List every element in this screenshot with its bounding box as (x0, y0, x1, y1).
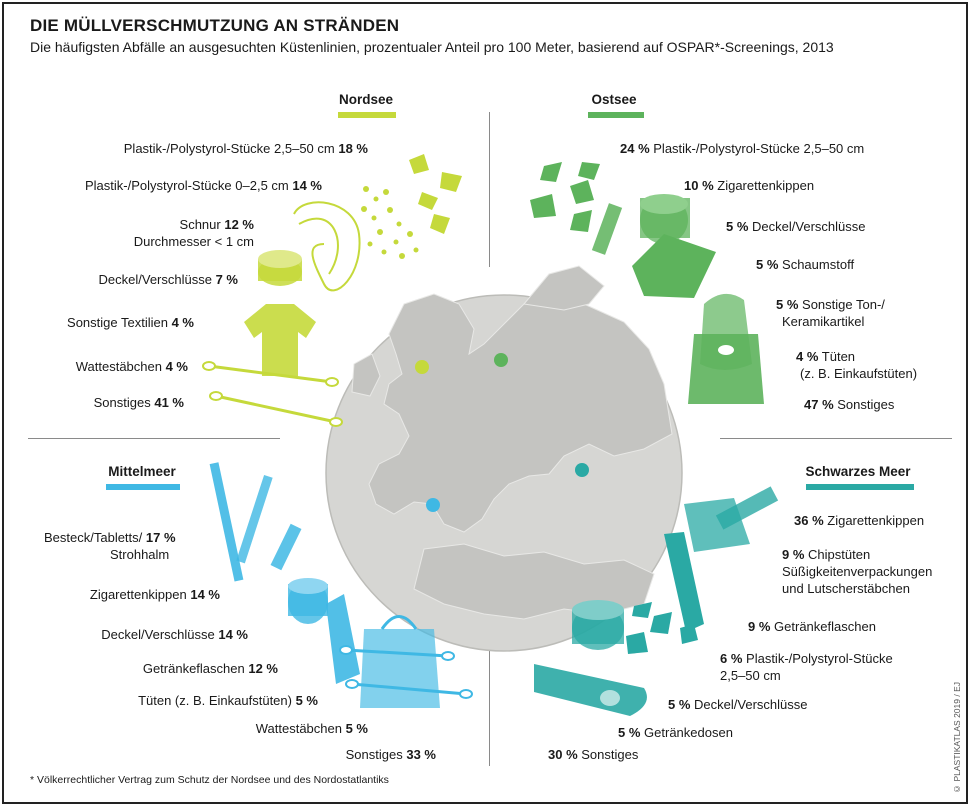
divider-top-vertical (489, 112, 490, 267)
mittelmeer-illustrations (209, 462, 473, 708)
credit-line: © PLASTIKATLAS 2019 / EJ (952, 682, 962, 794)
ostsee-item: 5 % Schaumstoff (756, 257, 855, 272)
schwarzes-meer-item: 5 % Deckel/Verschlüsse (668, 697, 808, 712)
ostsee-marker (494, 353, 508, 367)
nordsee-item: Sonstiges 41 % (93, 395, 184, 410)
ostsee-illustrations (530, 162, 764, 404)
nordsee-item: Schnur 12 % Durchmesser < 1 cm (133, 217, 254, 249)
mittelmeer-item: Besteck/Tabletts/ 17 % Strohhalm (44, 530, 176, 562)
nordsee-item: Plastik-/Polystyrol-Stücke 2,5–50 cm 18 … (123, 141, 368, 156)
footnote: * Völkerrechtlicher Vertrag zum Schutz d… (30, 774, 389, 786)
illustration-layer (202, 154, 779, 716)
mittelmeer-item: Getränkeflaschen 12 % (142, 661, 278, 676)
divider-left-horizontal (28, 438, 280, 439)
region-title-schwarzes-meer: Schwarzes Meer (805, 464, 911, 479)
divider-right-horizontal (720, 438, 952, 439)
ostsee-item: 10 % Zigarettenkippen (684, 178, 815, 193)
nordsee-item: Deckel/Verschlüsse 7 % (98, 272, 238, 287)
region-title-mittelmeer: Mittelmeer (108, 464, 176, 479)
region-title-nordsee: Nordsee (338, 92, 394, 107)
region-bar-schwarzes-meer (806, 484, 914, 490)
schwarzes-meer-item: 9 % Chipstüten Süßigkeitenverpackungen u… (782, 547, 933, 596)
schwarzes-meer-item: 36 % Zigarettenkippen (794, 513, 925, 528)
schwarzes-meer-item: 9 % Getränkeflaschen (748, 619, 876, 634)
mittelmeer-item: Sonstiges 33 % (345, 747, 436, 762)
region-title-ostsee: Ostsee (591, 92, 637, 107)
mittelmeer-item: Wattestäbchen 5 % (255, 721, 368, 736)
schwarzes-meer-marker (575, 463, 589, 477)
schwarzes-meer-illustrations (534, 486, 779, 716)
ostsee-item: 47 % Sonstiges (804, 397, 895, 412)
ostsee-item: 5 % Sonstige Ton-/ Keramikartikel (776, 297, 885, 329)
nordsee-marker (415, 360, 429, 374)
divider-bottom-vertical (489, 636, 490, 766)
nordsee-item: Plastik-/Polystyrol-Stücke 0–2,5 cm 14 % (85, 178, 322, 193)
region-bar-ostsee (588, 112, 644, 118)
nordsee-item: Wattestäbchen 4 % (75, 359, 188, 374)
nordsee-illustrations (202, 154, 462, 427)
region-bar-mittelmeer (106, 484, 180, 490)
ostsee-item: 4 % Tüten (z. B. Einkaufstüten) (796, 349, 918, 381)
schwarzes-meer-item: 6 % Plastik-/Polystyrol-Stücke 2,5–50 cm (720, 651, 893, 683)
region-bar-nordsee (338, 112, 396, 118)
mittelmeer-item: Tüten (z. B. Einkaufstüten) 5 % (138, 693, 318, 708)
mittelmeer-marker (426, 498, 440, 512)
ostsee-item: 5 % Deckel/Verschlüsse (726, 219, 866, 234)
ostsee-item: 24 % Plastik-/Polystyrol-Stücke 2,5–50 c… (620, 141, 865, 156)
mittelmeer-item: Zigarettenkippen 14 % (89, 587, 220, 602)
schwarzes-meer-item: 30 % Sonstiges (548, 747, 639, 762)
nordsee-item: Sonstige Textilien 4 % (67, 315, 194, 330)
page-subtitle: Die häufigsten Abfälle an ausgesuchten K… (30, 39, 834, 55)
schwarzes-meer-item: 5 % Getränkedosen (618, 725, 733, 740)
mittelmeer-item: Deckel/Verschlüsse 14 % (101, 627, 248, 642)
page-title: DIE MÜLLVERSCHMUTZUNG AN STRÄNDEN (30, 16, 400, 35)
